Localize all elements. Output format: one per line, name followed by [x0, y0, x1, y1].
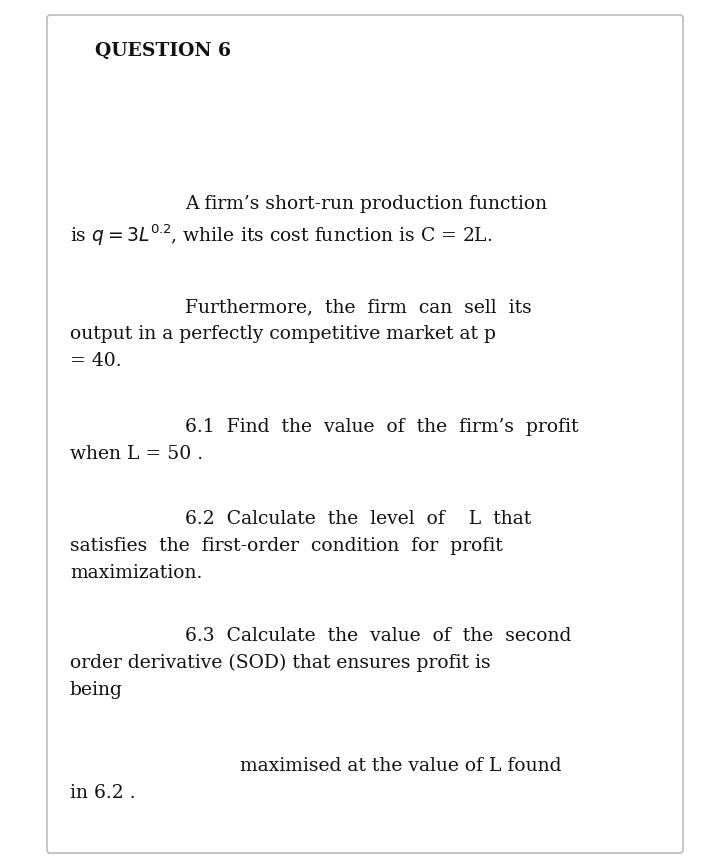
Text: satisfies  the  first-order  condition  for  profit: satisfies the first-order condition for … — [70, 537, 503, 555]
Text: order derivative (SOD) that ensures profit is: order derivative (SOD) that ensures prof… — [70, 654, 490, 672]
Text: is $q = 3L^{0.2}$, while its cost function is C = 2L.: is $q = 3L^{0.2}$, while its cost functi… — [70, 222, 492, 247]
Text: being: being — [70, 681, 123, 699]
Text: 6.1  Find  the  value  of  the  firm’s  profit: 6.1 Find the value of the firm’s profit — [185, 418, 578, 436]
Text: A firm’s short-run production function: A firm’s short-run production function — [185, 195, 547, 213]
Text: Furthermore,  the  firm  can  sell  its: Furthermore, the firm can sell its — [185, 298, 532, 316]
Text: maximization.: maximization. — [70, 564, 202, 582]
Text: = 40.: = 40. — [70, 352, 122, 370]
Text: output in a perfectly competitive market at p: output in a perfectly competitive market… — [70, 325, 496, 343]
Text: QUESTION 6: QUESTION 6 — [95, 42, 231, 60]
Text: when L = 50 .: when L = 50 . — [70, 445, 203, 463]
Text: 6.3  Calculate  the  value  of  the  second: 6.3 Calculate the value of the second — [185, 627, 572, 645]
Text: 6.2  Calculate  the  level  of    L  that: 6.2 Calculate the level of L that — [185, 510, 531, 528]
Text: in 6.2 .: in 6.2 . — [70, 784, 135, 802]
Text: maximised at the value of L found: maximised at the value of L found — [240, 757, 562, 775]
FancyBboxPatch shape — [47, 15, 683, 853]
